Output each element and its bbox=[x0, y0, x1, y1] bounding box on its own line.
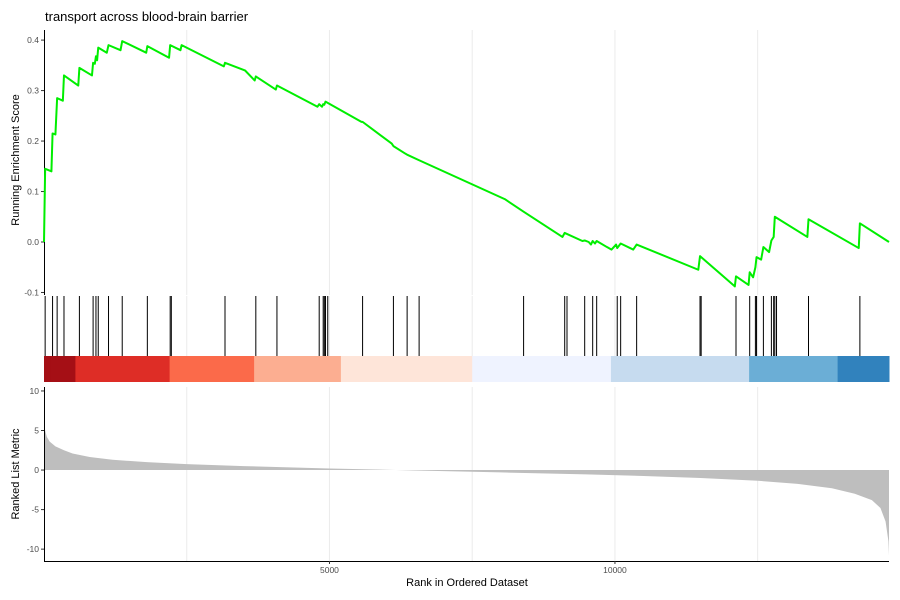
y-tick-label: 0.2 bbox=[27, 136, 39, 146]
y-tick-label: 5 bbox=[34, 426, 39, 436]
running-score-grid bbox=[186, 30, 759, 295]
y-tick-label: 10 bbox=[30, 386, 40, 396]
chart-title: transport across blood-brain barrier bbox=[45, 9, 249, 24]
gene-hit-ticks bbox=[44, 296, 861, 356]
y-tick-label: 0 bbox=[34, 465, 39, 475]
color-bar-segment bbox=[254, 356, 342, 382]
ranked-metric-area bbox=[44, 418, 889, 556]
ranked-metric-x-ticks: 5000 10000 bbox=[320, 561, 627, 575]
x-tick-label: 5000 bbox=[320, 565, 339, 575]
color-bar-segment bbox=[44, 356, 51, 382]
color-bar-segment bbox=[837, 356, 890, 382]
y-tick-label: -10 bbox=[27, 544, 40, 554]
y-tick-label: 0.0 bbox=[27, 237, 39, 247]
running-score-line bbox=[43, 40, 890, 288]
color-bar-segment bbox=[610, 356, 750, 382]
color-bar-segment bbox=[50, 356, 76, 382]
y-tick-label: -5 bbox=[31, 505, 39, 515]
gene-hits-grid bbox=[186, 296, 759, 356]
color-bar-segment bbox=[749, 356, 839, 382]
y-tick-label: 0.1 bbox=[27, 187, 39, 197]
color-bar-segment bbox=[340, 356, 473, 382]
color-bar-segment bbox=[75, 356, 171, 382]
y-tick-label: 0.4 bbox=[27, 35, 39, 45]
y-tick-label: 0.3 bbox=[27, 86, 39, 96]
color-bar-segment bbox=[169, 356, 255, 382]
color-bar-segment bbox=[472, 356, 612, 382]
rank-color-bar bbox=[44, 356, 890, 382]
running-score-axis-title: Running Enrichment Score bbox=[10, 94, 22, 225]
running-score-panel: 0.4 0.3 0.2 0.1 0.0 -0.1 Running Enrichment S… bbox=[10, 30, 890, 297]
x-axis-title: Rank in Ordered Dataset bbox=[406, 577, 528, 589]
gene-hits-panel bbox=[44, 296, 890, 382]
x-tick-label: 10000 bbox=[603, 565, 627, 575]
ranked-metric-axis-title: Ranked List Metric bbox=[10, 428, 22, 520]
ranked-metric-panel: 10 5 0 -5 -10 5000 10000 Ranked List Metric R… bbox=[10, 386, 889, 589]
ranked-metric-y-ticks: 10 5 0 -5 -10 bbox=[27, 386, 44, 554]
running-score-y-ticks: 0.4 0.3 0.2 0.1 0.0 -0.1 bbox=[24, 35, 44, 297]
y-tick-label: -0.1 bbox=[24, 287, 39, 297]
ranked-metric-grid bbox=[186, 387, 759, 561]
